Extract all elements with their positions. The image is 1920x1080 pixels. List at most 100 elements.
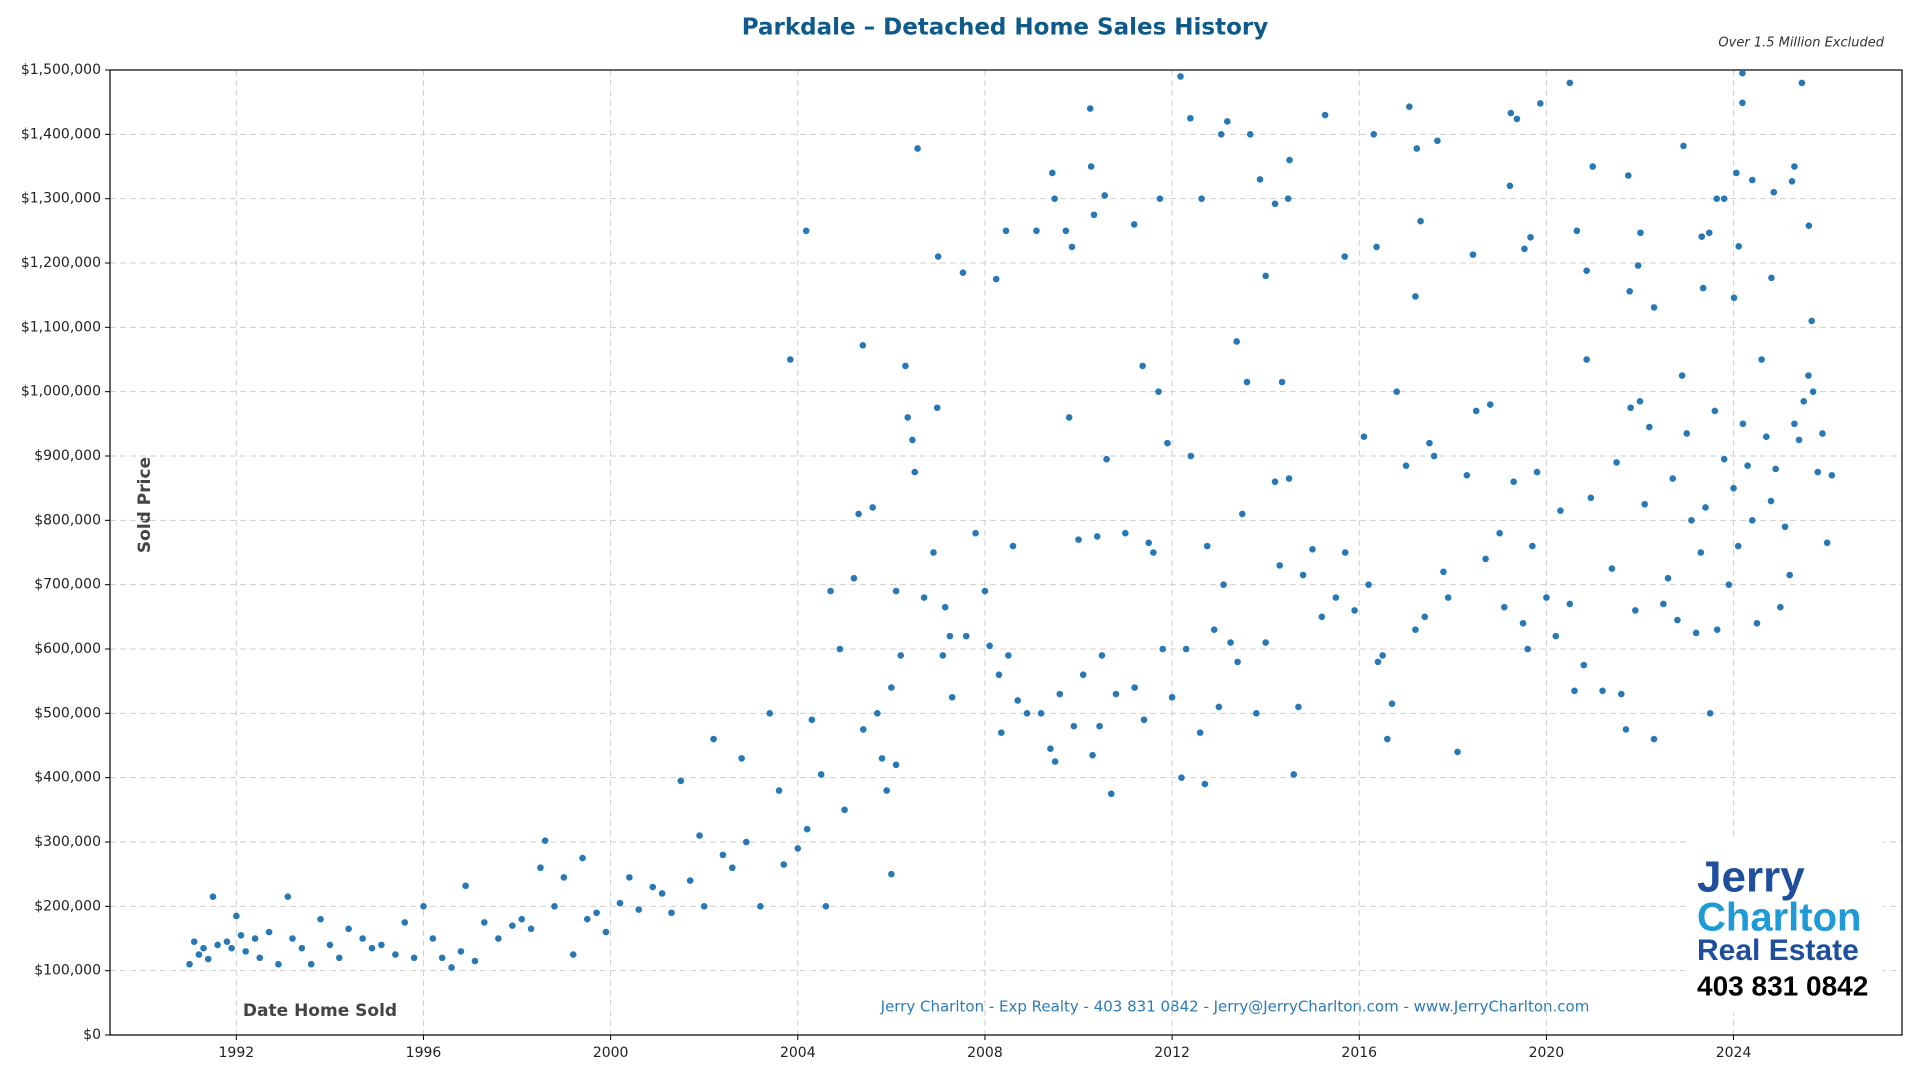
data-point xyxy=(855,510,862,518)
data-point xyxy=(1198,195,1205,202)
data-point xyxy=(1772,465,1779,473)
data-point xyxy=(616,899,624,907)
data-point xyxy=(888,684,895,691)
data-point xyxy=(1613,459,1620,466)
y-tick-label: $500,000 xyxy=(34,705,101,721)
data-point xyxy=(1098,652,1106,659)
data-point xyxy=(1262,639,1269,646)
data-point xyxy=(1507,109,1515,117)
data-point xyxy=(1196,729,1204,736)
data-point xyxy=(1711,407,1719,415)
data-point xyxy=(251,935,259,942)
data-point xyxy=(1552,632,1560,640)
data-point xyxy=(537,864,544,872)
data-point xyxy=(1788,177,1796,185)
data-point xyxy=(668,909,675,917)
data-point xyxy=(1051,195,1058,202)
data-point xyxy=(1086,105,1094,112)
data-point xyxy=(1814,468,1822,476)
data-point xyxy=(1290,771,1298,778)
data-point xyxy=(933,404,941,412)
data-point xyxy=(710,735,717,743)
data-point xyxy=(892,761,900,769)
y-tick-label: $1,200,000 xyxy=(21,255,101,271)
x-tick-label: 1996 xyxy=(406,1045,442,1061)
data-point xyxy=(946,632,954,640)
data-point xyxy=(1573,227,1581,235)
data-point xyxy=(1139,362,1146,370)
data-point xyxy=(802,227,810,235)
data-point xyxy=(1089,751,1096,759)
data-point xyxy=(1472,407,1480,415)
data-point xyxy=(1748,176,1756,184)
data-point xyxy=(1583,267,1590,275)
data-point xyxy=(787,356,794,363)
data-point xyxy=(1393,388,1400,395)
data-point xyxy=(1777,603,1784,611)
data-point xyxy=(1537,100,1544,107)
data-point xyxy=(794,845,802,852)
data-point xyxy=(378,941,385,949)
data-point xyxy=(878,755,886,762)
data-point xyxy=(1720,455,1728,463)
data-point xyxy=(228,944,235,952)
data-point xyxy=(1233,338,1240,345)
x-tick-label: 2020 xyxy=(1529,1045,1565,1061)
data-point xyxy=(326,941,334,949)
data-point xyxy=(1798,79,1806,87)
data-point xyxy=(1566,600,1574,608)
data-point xyxy=(1430,452,1438,460)
data-point xyxy=(1402,462,1410,469)
data-point xyxy=(298,944,306,952)
logo-text: Charlton xyxy=(1697,896,1861,940)
data-point xyxy=(1500,603,1508,611)
data-point xyxy=(1002,227,1010,235)
data-point xyxy=(1698,233,1706,240)
data-point xyxy=(200,944,207,952)
data-point xyxy=(1107,790,1115,798)
data-point xyxy=(233,912,240,920)
data-point xyxy=(1669,475,1677,482)
data-point xyxy=(998,729,1005,736)
data-point xyxy=(1454,748,1461,756)
data-point xyxy=(481,919,488,926)
data-point xyxy=(1622,726,1630,733)
data-point xyxy=(1421,613,1429,621)
data-point xyxy=(527,925,535,933)
data-point xyxy=(1023,710,1031,717)
y-tick-label: $800,000 xyxy=(34,512,101,528)
data-point xyxy=(1733,169,1740,177)
y-tick-label: $900,000 xyxy=(34,448,101,464)
data-point xyxy=(1608,565,1616,572)
data-point xyxy=(1791,163,1798,170)
logo-text: Real Estate xyxy=(1697,934,1859,967)
data-point xyxy=(1056,690,1064,698)
data-point xyxy=(1360,433,1368,441)
data-point xyxy=(1068,243,1076,251)
data-point xyxy=(1150,549,1157,556)
plot-frame xyxy=(109,69,1903,1036)
data-point xyxy=(1725,581,1733,588)
data-point xyxy=(1140,716,1148,724)
data-point xyxy=(1227,639,1234,646)
data-point xyxy=(1246,131,1254,138)
data-point xyxy=(1047,745,1054,753)
data-point xyxy=(1037,710,1045,717)
data-point xyxy=(401,919,409,926)
data-point xyxy=(1706,710,1714,717)
data-point xyxy=(438,954,446,962)
data-point xyxy=(1664,574,1672,582)
data-point xyxy=(1805,222,1813,229)
data-point xyxy=(1705,229,1713,237)
data-point xyxy=(551,903,558,910)
data-point xyxy=(1417,217,1424,225)
data-point xyxy=(392,951,399,958)
data-point xyxy=(1253,710,1260,717)
data-point xyxy=(1566,79,1574,87)
data-point xyxy=(190,938,198,946)
data-point xyxy=(256,954,264,962)
data-point xyxy=(1284,195,1292,202)
data-point xyxy=(317,915,324,923)
data-point xyxy=(1159,645,1167,653)
